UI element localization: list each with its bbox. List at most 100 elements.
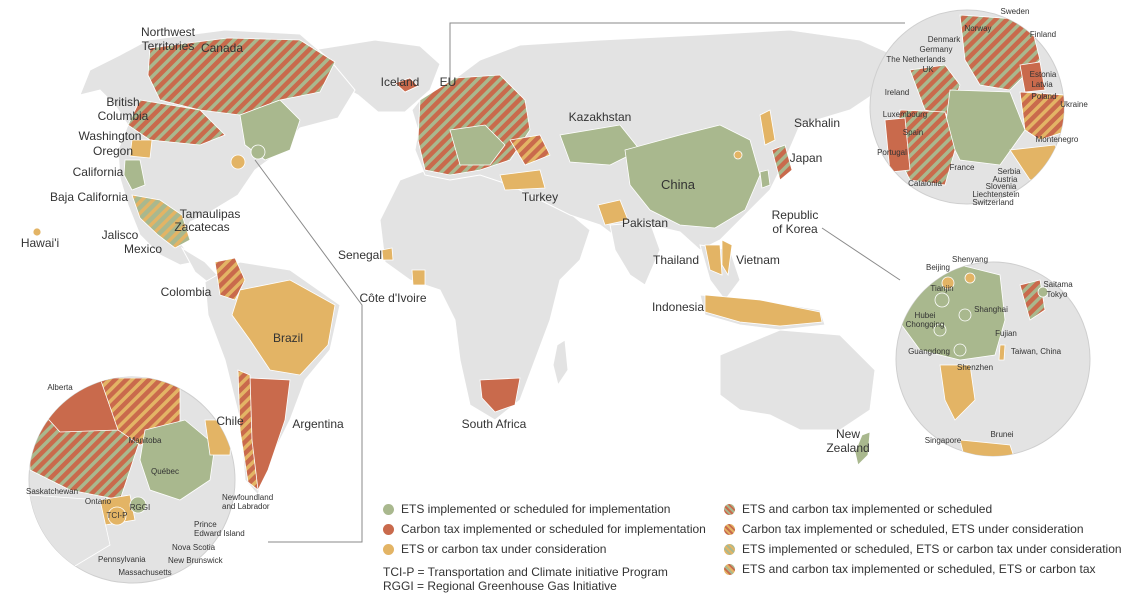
label-spain: Spain: [903, 128, 923, 137]
legend-item-ets-tax: ETS and carbon tax implemented or schedu…: [724, 499, 1122, 519]
chile-region: [237, 369, 259, 491]
label-colombia: Colombia: [161, 285, 212, 299]
label-fujian: Fujian: [995, 329, 1017, 338]
legend-label: ETS and carbon tax implemented or schedu…: [742, 562, 1096, 576]
label-indonesia: Indonesia: [652, 300, 704, 314]
label-france: France: [950, 163, 975, 172]
pakistan-region: [597, 199, 629, 226]
ukraine-region: [509, 134, 551, 166]
label-latvia: Latvia: [1031, 80, 1053, 89]
sakhalin-region: [759, 109, 776, 146]
legend-swatch: [724, 563, 735, 575]
label-luxembourg: Luxembourg: [883, 110, 927, 119]
map-labels: Northwest Territories Canada British Columbi…: [21, 7, 1088, 577]
legend-swatch: [383, 503, 394, 515]
label-taiwan: Taiwan, China: [1011, 347, 1062, 356]
label-new-brunswick: New Brunswick: [168, 556, 224, 565]
inset-north-america: [28, 376, 236, 584]
label-baja-california: Baja California: [50, 190, 128, 204]
label-oregon: Oregon: [93, 144, 133, 158]
label-rggi: RGGI: [130, 503, 150, 512]
label-south-africa: South Africa: [462, 417, 527, 431]
legend-col-1: ETS implemented or scheduled for impleme…: [383, 499, 706, 559]
label-catalonia: Catalonia: [908, 179, 942, 188]
label-manitoba: Manitoba: [129, 436, 162, 445]
label-vietnam: Vietnam: [736, 253, 780, 267]
label-brazil: Brazil: [273, 331, 303, 345]
note-rggi: RGGI = Regional Greenhouse Gas Initiativ…: [383, 579, 617, 593]
label-slovenia: Slovenia: [986, 182, 1017, 191]
legend-label: Carbon tax implemented or scheduled, ETS…: [742, 522, 1084, 536]
label-shenyang: Shenyang: [952, 255, 988, 264]
label-pennsylvania: Pennsylvania: [98, 555, 146, 564]
korea-region: [759, 169, 771, 189]
label-germany: Germany: [920, 45, 953, 54]
label-tokyo: Tokyo: [1047, 290, 1068, 299]
label-hubei: Hubei: [915, 311, 936, 320]
legend-swatch: [724, 523, 735, 535]
note-tci: TCI-P = Transportation and Climate initi…: [383, 565, 668, 579]
washington-oregon: [129, 139, 153, 159]
label-guangdong: Guangdong: [908, 347, 950, 356]
label-british-columbia: British Columbia: [98, 95, 149, 123]
label-new-zealand: New Zealand: [826, 427, 869, 455]
label-saskatchewan: Saskatchewan: [26, 487, 78, 496]
inset-europe: [869, 9, 1065, 205]
label-chongqing: Chongqing: [906, 320, 945, 329]
label-portugal: Portugal: [877, 148, 907, 157]
australia-shape: [719, 329, 876, 431]
legend-swatch: [383, 543, 394, 555]
label-zacatecas: Zacatecas: [174, 220, 229, 234]
canada-west-region: [127, 99, 226, 146]
label-pakistan: Pakistan: [622, 216, 668, 230]
label-sweden: Sweden: [1001, 7, 1030, 16]
label-japan: Japan: [790, 151, 823, 165]
label-turkey: Turkey: [522, 190, 558, 204]
label-quebec: Québec: [151, 467, 179, 476]
legend-label: ETS and carbon tax implemented or schedu…: [742, 502, 993, 516]
label-kazakhstan: Kazakhstan: [569, 110, 632, 124]
legend-swatch: [383, 523, 394, 535]
label-denmark: Denmark: [928, 35, 961, 44]
label-tci-p: TCI-P: [107, 511, 128, 520]
eurasia-shape: [414, 29, 906, 251]
label-norway: Norway: [964, 24, 991, 33]
label-massachusetts: Massachusetts: [118, 568, 171, 577]
legend-item-tax-etsc: Carbon tax implemented or scheduled, ETS…: [724, 519, 1122, 539]
cote-divoire-region: [411, 269, 426, 286]
legend-label: ETS implemented or scheduled for impleme…: [401, 502, 671, 516]
label-northwest-territories: Northwest Territories: [141, 25, 196, 53]
label-argentina: Argentina: [292, 417, 344, 431]
label-saitama: Saitama: [1043, 280, 1073, 289]
label-shenzhen: Shenzhen: [957, 363, 993, 372]
label-sakhalin: Sakhalin: [794, 116, 840, 130]
legend-label: Carbon tax implemented or scheduled for …: [401, 522, 706, 536]
label-california: California: [73, 165, 124, 179]
legend-col-2: ETS and carbon tax implemented or schedu…: [724, 499, 1122, 579]
label-jalisco: Jalisco: [102, 228, 139, 242]
label-estonia: Estonia: [1030, 70, 1057, 79]
label-canada: Canada: [201, 41, 243, 55]
legend-label: ETS or carbon tax under consideration: [401, 542, 607, 556]
turkey-region: [499, 169, 546, 191]
madagascar-shape: [552, 339, 569, 387]
label-singapore: Singapore: [925, 436, 962, 445]
label-tamaulipas: Tamaulipas: [180, 207, 241, 221]
mexico-region: [131, 194, 191, 249]
china-region: [624, 124, 761, 229]
label-ontario: Ontario: [85, 497, 112, 506]
label-alberta: Alberta: [47, 383, 73, 392]
label-liechtenstein: Liechtenstein: [972, 190, 1019, 199]
label-washington: Washington: [79, 129, 142, 143]
label-mexico: Mexico: [124, 242, 162, 256]
legend-swatch: [724, 503, 735, 515]
callout-lines: [254, 22, 905, 543]
label-serbia: Serbia: [997, 167, 1021, 176]
label-eu: EU: [440, 75, 457, 89]
legend-item-tax: Carbon tax implemented or scheduled for …: [383, 519, 706, 539]
label-prince-edward-island: Prince Edward Island: [194, 520, 245, 538]
abbreviation-notes: TCI-P = Transportation and Climate initi…: [383, 565, 668, 593]
california: [123, 159, 146, 191]
quebec-region: [239, 99, 301, 161]
rggi-dot: [250, 144, 266, 160]
